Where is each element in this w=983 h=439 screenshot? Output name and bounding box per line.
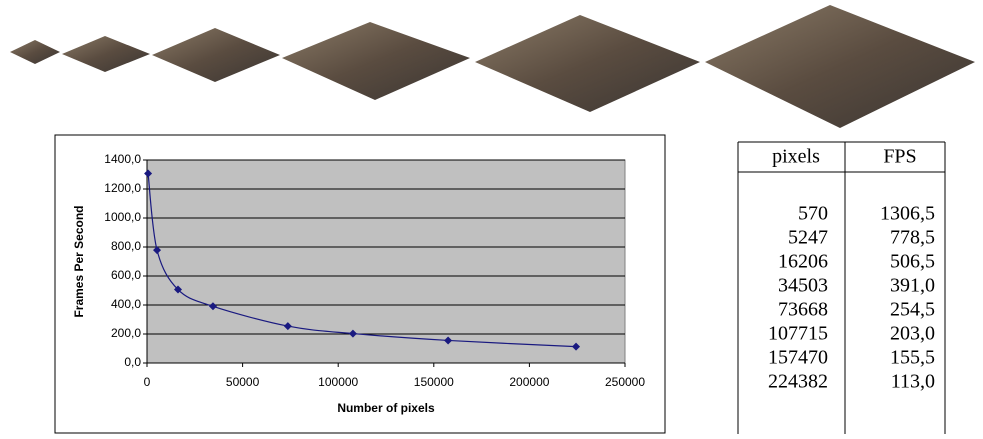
table-header: pixels [772,146,820,168]
plot-area [146,159,626,364]
x-tick-label: 250000 [605,375,645,389]
y-tick-label: 400,0 [111,297,141,311]
table-cell: 107715 [768,323,828,345]
data-point [144,169,153,178]
table-cell: 391,0 [890,275,935,297]
table-cell: 1306,5 [880,203,935,225]
y-tick-label: 1400,0 [104,152,141,166]
table-cell: 113,0 [891,371,935,393]
x-axis-label: Number of pixels [337,401,435,415]
chart: 0,0 200,0 400,0 600,0 800,0 1000,0 1200,0 1400,… [72,152,645,415]
y-tick-label: 200,0 [111,326,141,340]
x-tick-label: 0 [144,375,151,389]
y-tick-label: 600,0 [111,268,141,282]
y-tick-label: 800,0 [111,239,141,253]
terrain-renders [10,5,975,128]
table-cell: 16206 [778,251,828,273]
table-cell: 778,5 [890,227,935,249]
terrain-image [152,28,280,82]
table-cell: 506,5 [890,251,935,273]
table-cell: 5247 [788,227,828,249]
y-tick-label: 1200,0 [104,181,141,195]
y-axis-label: Frames Per Second [72,205,86,317]
table-cell: 570 [798,203,828,225]
x-tick-label: 50000 [226,375,260,389]
table-cell: 224382 [768,371,828,393]
x-tick-label: 200000 [509,375,549,389]
data-point [153,246,162,255]
x-tick-label: 150000 [414,375,454,389]
data-point [348,329,357,338]
data-point [572,342,581,351]
data-point [208,302,217,311]
terrain-image [282,22,470,100]
terrain-image [705,5,975,128]
table-cell: 34503 [778,275,828,297]
y-tick-label: 0,0 [124,355,141,369]
data-point [173,285,182,294]
x-tick-label: 100000 [318,375,358,389]
table-cell: 73668 [778,299,828,321]
terrain-image [10,40,60,64]
table-cell: 155,5 [890,347,935,369]
table-cell: 157470 [768,347,828,369]
data-point [444,336,453,345]
terrain-image [475,15,700,112]
terrain-image [62,36,150,72]
y-tick-label: 1000,0 [104,210,141,224]
table-cell: 254,5 [890,299,935,321]
table-header: FPS [883,146,916,168]
data-point [283,322,292,331]
table-cell: 203,0 [890,323,935,345]
